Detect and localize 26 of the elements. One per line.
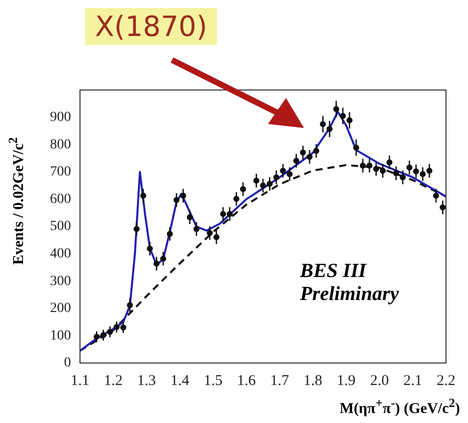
x-tick-label: 1.5: [204, 372, 222, 389]
x-tick-label: 1.6: [236, 372, 256, 389]
x-tick-label: 1.3: [137, 372, 156, 389]
text: X(1870): [85, 8, 218, 45]
x-tick-label: 1.1: [70, 372, 90, 389]
x-tick-label: 1.8: [304, 372, 322, 389]
y-tick-label: 800: [50, 137, 71, 152]
x-tick-label: 1.9: [336, 372, 356, 389]
y-tick-label: 200: [50, 301, 71, 316]
x-tick-label: 1.7: [270, 372, 290, 389]
y-tick-label: 700: [50, 164, 71, 180]
annotation: BES III: [300, 260, 366, 283]
x-tick-label: 1.2: [104, 372, 123, 389]
x-tick-label: 2.1: [403, 372, 422, 389]
y-tick-label: 0: [64, 356, 71, 371]
y-tick-label: 600: [50, 192, 71, 207]
x-tick-label: 1.4: [170, 372, 190, 389]
x-tick-label: 2.2: [436, 372, 456, 389]
annotation: Preliminary: [300, 283, 399, 306]
y-tick-label: 400: [50, 246, 71, 262]
y-tick-label: 100: [50, 328, 71, 344]
y-tick-label: 300: [50, 274, 71, 289]
y-tick-label: 900: [50, 110, 71, 125]
x-axis-title: M(ηπ$^{+}$π$^{-}$) (GeV/c$^{2}$): [340, 396, 460, 418]
x-tick-label: 2.0: [370, 372, 389, 389]
y-tick-label: 500: [50, 219, 71, 234]
